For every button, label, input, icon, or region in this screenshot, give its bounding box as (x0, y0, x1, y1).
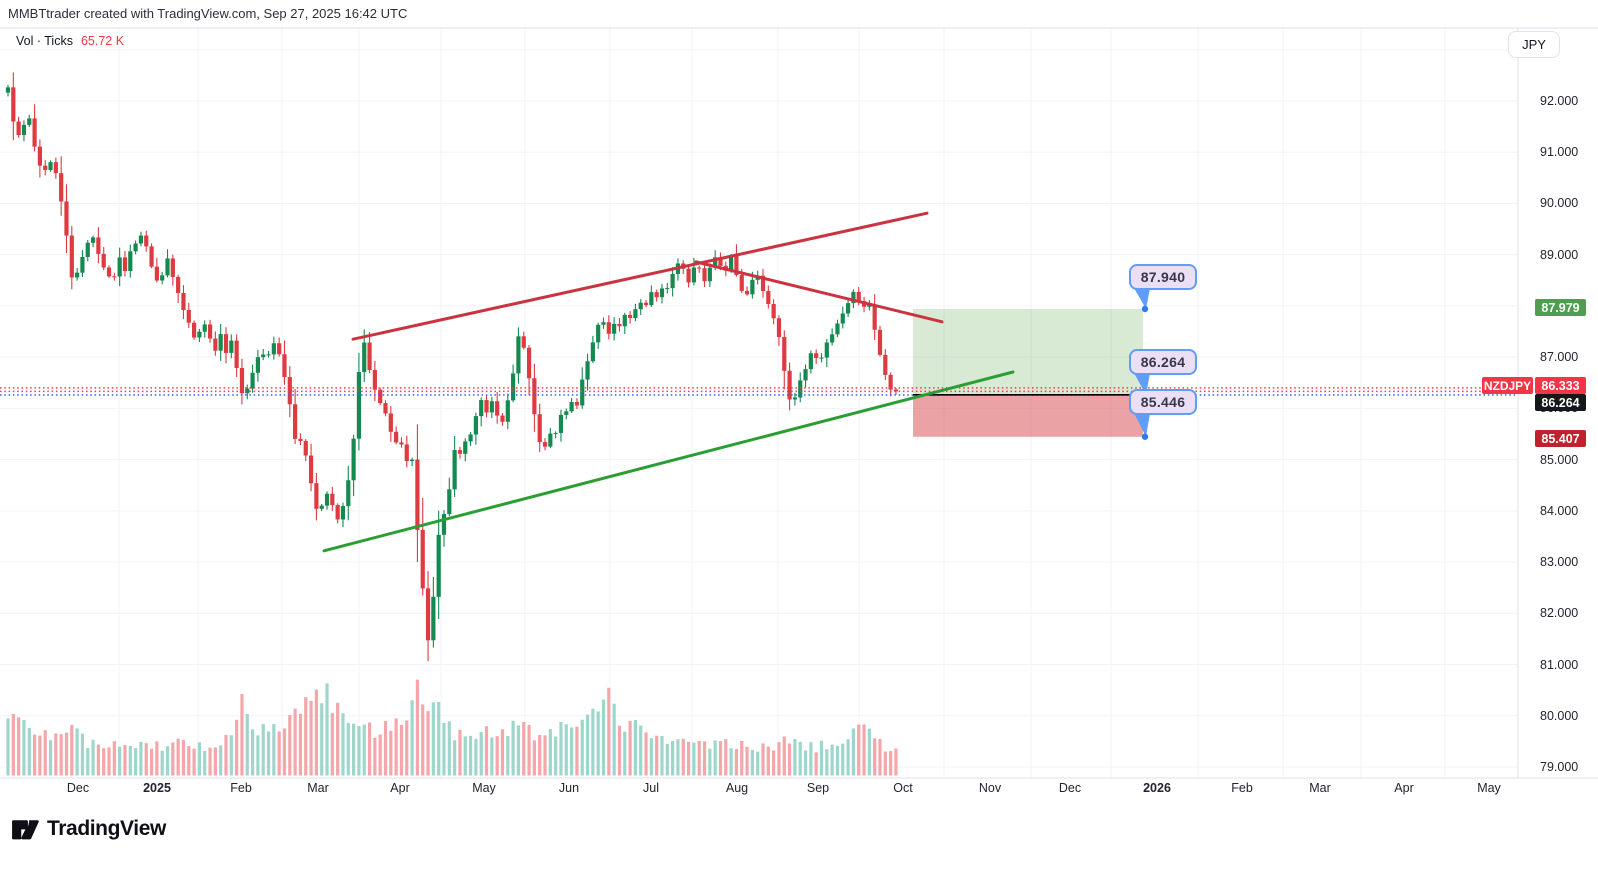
tradingview-logo[interactable]: TradingView (10, 814, 166, 844)
volume-indicator-title: Vol · Ticks (16, 34, 73, 48)
time-axis[interactable] (0, 778, 1518, 802)
pane-borders (0, 27, 1598, 779)
volume-bars (6, 679, 898, 776)
chart-attribution: MMBTtrader created with TradingView.com,… (8, 6, 408, 21)
x-axis-label: Sep (806, 781, 830, 795)
trendline-rising-support[interactable] (322, 370, 1015, 553)
y-axis-label: 85.000 (1540, 452, 1579, 467)
tradingview-logo-icon (12, 820, 39, 840)
entry-price-callout[interactable]: 86.264 (1129, 349, 1197, 375)
x-axis-label: Mar (307, 781, 329, 795)
profit-zone[interactable] (913, 308, 1143, 395)
x-axis-label: Jul (643, 781, 659, 795)
x-axis-label: 2026 (1143, 781, 1171, 795)
x-axis-label: May (1477, 781, 1501, 795)
x-axis-label: Mar (1309, 781, 1331, 795)
x-axis-label: Aug (725, 781, 749, 795)
tradingview-logo-text: TradingView (47, 817, 166, 840)
callout-anchor-dot (1141, 305, 1149, 313)
y-axis-label: 79.000 (1540, 759, 1579, 774)
y-axis-label: 80.000 (1540, 708, 1579, 723)
take-profit-callout[interactable]: 87.940 (1129, 264, 1197, 290)
x-axis-label: Oct (893, 781, 913, 795)
callout-tail (1134, 288, 1150, 309)
y-axis-label: 90.000 (1540, 196, 1579, 211)
y-axis-label: 87.000 (1540, 350, 1579, 365)
y-axis-label: 81.000 (1540, 657, 1579, 672)
callout-tail (1134, 413, 1150, 437)
candles (5, 72, 899, 662)
x-axis-label: Dec (1058, 781, 1082, 795)
currency-toggle-button[interactable]: JPY (1508, 31, 1560, 58)
y-axis-label: 92.000 (1540, 94, 1579, 108)
last-price-label: 86.333 (1535, 377, 1586, 394)
x-axis-label: Dec (66, 781, 90, 795)
x-axis-label: Apr (1394, 781, 1414, 795)
y-axis-label: 83.000 (1540, 555, 1579, 570)
x-axis-label: Jun (558, 781, 580, 795)
x-axis-label: May (472, 781, 496, 795)
y-axis-label: 82.000 (1540, 606, 1579, 621)
price-dotted-lines (0, 387, 1518, 396)
bid-price-label: 85.407 (1535, 430, 1586, 447)
symbol-tag: NZDJPY (1482, 377, 1533, 394)
stop-zone[interactable] (913, 394, 1143, 437)
y-axis-label: 84.000 (1540, 503, 1579, 518)
x-axis-label: Feb (230, 781, 252, 795)
trendline-falling-resistance[interactable] (694, 260, 944, 324)
trendline-rising-resistance[interactable] (351, 211, 929, 341)
x-axis-label: Apr (390, 781, 410, 795)
ask-price-label: 87.979 (1535, 299, 1586, 316)
x-axis-label: Nov (978, 781, 1002, 795)
volume-indicator-value: 65.72 K (80, 34, 125, 48)
x-axis-label: 2025 (143, 781, 171, 795)
stop-loss-callout[interactable]: 85.446 (1129, 389, 1197, 415)
volume-indicator-legend: Vol · Ticks 65.72 K (16, 34, 124, 48)
y-axis-label: 91.000 (1540, 145, 1579, 160)
entry-price-label: 86.264 (1535, 394, 1586, 411)
callout-anchor-dot (1141, 433, 1149, 440)
y-axis-label: 89.000 (1540, 247, 1579, 262)
gridlines (0, 28, 1518, 778)
x-axis-label: Feb (1231, 781, 1253, 795)
